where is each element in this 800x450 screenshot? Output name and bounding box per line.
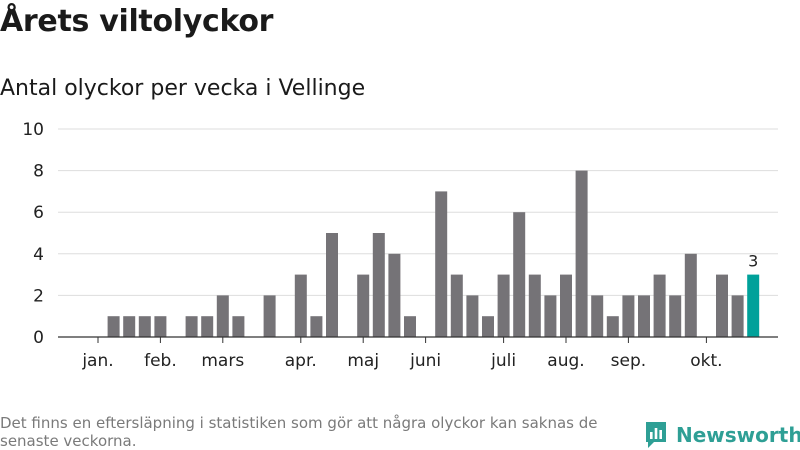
- bar: [606, 316, 619, 337]
- bar: [216, 295, 229, 337]
- bar-chart: 0 2 4 6 8 10 jan. feb. mars apr. maj juni juli aug. se…: [22, 120, 778, 371]
- bar: [716, 274, 728, 337]
- y-tick-label: 0: [33, 328, 44, 348]
- bar: [232, 316, 245, 337]
- bar: [263, 295, 276, 337]
- x-tick-label: feb.: [144, 351, 177, 371]
- newsworthy-logo-icon: [646, 422, 666, 448]
- bar: [513, 212, 526, 337]
- x-tick-label: juli: [490, 351, 516, 371]
- y-tick-label: 8: [33, 162, 44, 182]
- bar: [466, 295, 479, 337]
- bar: [591, 295, 604, 337]
- bar: [575, 170, 588, 337]
- brand-name: Newsworthy: [676, 423, 800, 447]
- x-tick-label: juni: [409, 351, 441, 371]
- y-tick-label: 2: [33, 286, 44, 306]
- y-tick-label: 10: [22, 120, 44, 140]
- bar: [669, 295, 682, 337]
- x-tick-label: maj: [347, 351, 379, 371]
- x-tick-label: sep.: [611, 351, 647, 371]
- x-tick-label: aug.: [547, 351, 584, 371]
- y-tick-label: 4: [33, 245, 44, 265]
- bar: [388, 253, 401, 337]
- x-tick-label: okt.: [690, 351, 722, 371]
- bar: [107, 316, 120, 337]
- bar: [560, 274, 572, 337]
- x-tick-label: apr.: [285, 351, 317, 371]
- data-label: 3: [748, 252, 758, 271]
- bar: [482, 316, 494, 337]
- x-tick-label: jan.: [81, 351, 113, 371]
- bar: [326, 233, 338, 337]
- bar: [138, 316, 151, 337]
- y-tick-label: 6: [33, 203, 44, 223]
- bar: [154, 316, 167, 337]
- bar: [528, 274, 541, 337]
- chart-subtitle: Antal olyckor per vecka i Vellinge: [0, 76, 366, 101]
- bar: [622, 295, 635, 337]
- bar: [450, 274, 463, 337]
- bar: [185, 316, 198, 337]
- footnote: Det finns en eftersläpning i statistiken…: [0, 414, 598, 450]
- x-tick-label: mars: [201, 351, 244, 371]
- bar-highlight: [747, 274, 760, 337]
- bar: [201, 316, 214, 337]
- bar: [638, 295, 650, 337]
- bar: [357, 274, 370, 337]
- bar: [123, 316, 136, 337]
- bar: [404, 316, 416, 337]
- bar: [497, 274, 510, 337]
- brand-logo: Newsworthy: [644, 420, 800, 450]
- bar: [544, 295, 557, 337]
- bar: [372, 233, 385, 337]
- bar: [731, 295, 744, 337]
- bar: [653, 274, 666, 337]
- bar: [294, 274, 307, 337]
- bar: [310, 316, 323, 337]
- chart-title: Årets viltolyckor: [0, 4, 274, 39]
- bar: [435, 191, 448, 337]
- bar: [684, 253, 697, 337]
